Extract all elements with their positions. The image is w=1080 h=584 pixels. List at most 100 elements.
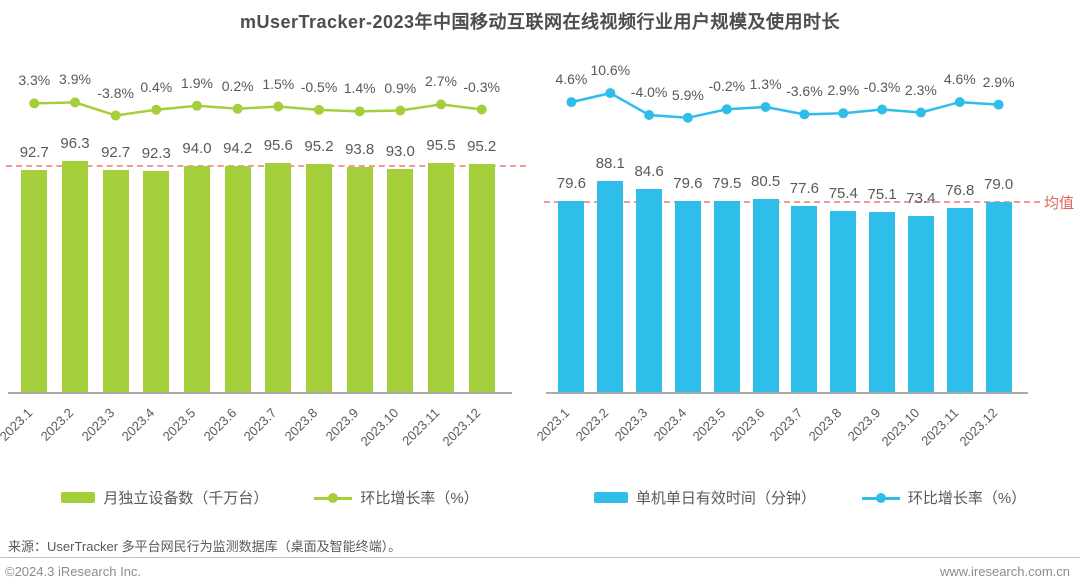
line-point xyxy=(70,97,80,108)
source-note: 来源：UserTracker 多平台网民行为监测数据库（桌面及智能终端）。 xyxy=(8,539,402,554)
legend-row: 月独立设备数（千万台） 环比增长率（%） 单机单日有效时间（分钟） 环 xyxy=(0,487,1080,508)
usage-time-chart: 均值 79.6 2023.1 88.1 2023.2 84.6 2023.3 79.6 2023… xyxy=(534,48,1074,468)
bar-value-label: 92.7 xyxy=(101,143,131,161)
growth-rate-label: 1.5% xyxy=(262,75,295,92)
line-point xyxy=(151,104,162,115)
bar xyxy=(674,201,701,392)
growth-rate-label: 4.6% xyxy=(943,71,976,88)
bar-value-label: 95.2 xyxy=(467,137,497,155)
bar-value-label: 84.6 xyxy=(634,163,664,180)
growth-rate-label: 1.3% xyxy=(749,76,782,92)
bar xyxy=(558,201,585,392)
bar-value-label: 77.6 xyxy=(789,179,819,197)
growth-rate-line xyxy=(566,88,1004,123)
line-point xyxy=(721,104,732,115)
bar xyxy=(946,207,973,392)
bar-value-label: 79.0 xyxy=(983,176,1014,194)
growth-rate-label: 4.6% xyxy=(555,71,588,88)
bar-value-label: 95.5 xyxy=(426,136,456,154)
growth-rate-label: 2.9% xyxy=(827,82,860,99)
line-point xyxy=(232,103,243,114)
line-point xyxy=(954,97,965,108)
bar xyxy=(21,169,48,392)
bar xyxy=(224,165,251,392)
growth-rate-label: -0.5% xyxy=(300,78,338,95)
growth-rate-label: 10.6% xyxy=(590,62,631,79)
line-swatch-icon xyxy=(314,492,353,504)
bar-value-label: 80.5 xyxy=(750,172,781,190)
legend-bar-label: 单机单日有效时间（分钟） xyxy=(635,490,816,507)
line-point xyxy=(314,104,324,115)
line-point xyxy=(799,109,810,120)
growth-rate-label: 2.9% xyxy=(982,73,1015,90)
copyright-text: ©2024.3 iResearch Inc. xyxy=(5,564,142,579)
growth-rate-label: 0.9% xyxy=(384,79,417,96)
growth-rate-label: 1.9% xyxy=(181,74,213,91)
growth-rate-label: 2.3% xyxy=(904,81,937,98)
bar xyxy=(62,160,88,392)
bar xyxy=(143,170,170,392)
legend-item-bar: 单机单日有效时间（分钟） xyxy=(593,487,816,508)
line-point xyxy=(476,104,487,115)
bar xyxy=(869,211,896,392)
growth-rate-label: -0.2% xyxy=(708,78,746,95)
growth-rate-label: -4.0% xyxy=(630,84,668,100)
bar-value-label: 76.8 xyxy=(945,181,975,199)
device-scale-chart: 92.7 2023.1 96.3 2023.2 92.7 2023.3 92.3 2023.4… xyxy=(0,48,526,468)
growth-rate-label: 5.9% xyxy=(671,86,704,103)
line-point xyxy=(644,110,655,120)
bar xyxy=(184,166,210,392)
website-link[interactable]: www.iresearch.com.cn xyxy=(939,564,1070,579)
bar-value-label: 73.4 xyxy=(906,189,936,207)
x-axis-line xyxy=(8,392,512,394)
legend-item-line: 环比增长率（%） xyxy=(861,487,1027,508)
bar-swatch-icon xyxy=(61,492,96,503)
bar xyxy=(428,162,454,392)
bar-value-label: 88.1 xyxy=(595,154,625,172)
x-axis-line xyxy=(546,392,1028,394)
growth-rate-label: 3.3% xyxy=(18,72,51,89)
line-point xyxy=(760,102,771,112)
legend-bar-label: 月独立设备数（千万台） xyxy=(103,490,269,507)
bar xyxy=(346,166,373,392)
line-point xyxy=(915,107,926,118)
legend-line-label: 环比增长率（%） xyxy=(907,490,1027,507)
bar xyxy=(265,162,292,392)
chart-title: mUserTracker-2023年中国移动互联网在线视频行业用户规模及使用时长 xyxy=(239,12,841,32)
line-point xyxy=(395,105,406,116)
bar xyxy=(468,163,495,392)
bar-value-label: 96.3 xyxy=(60,134,90,152)
line-point xyxy=(192,100,202,111)
bar xyxy=(791,205,818,392)
bar xyxy=(387,168,414,392)
line-point xyxy=(273,101,284,112)
bar-swatch-icon xyxy=(593,492,628,503)
bar xyxy=(636,189,663,392)
bar xyxy=(830,211,857,392)
growth-rate-label: -3.8% xyxy=(97,84,134,101)
bar-value-label: 93.0 xyxy=(385,142,415,160)
line-point xyxy=(566,97,577,108)
bar-value-label: 94.2 xyxy=(223,139,253,157)
bar xyxy=(597,180,624,392)
bar-value-label: 95.6 xyxy=(263,136,293,154)
line-point xyxy=(605,88,616,99)
growth-rate-label: -0.3% xyxy=(863,78,901,95)
bar xyxy=(306,163,332,392)
growth-rate-label: -0.3% xyxy=(463,78,500,95)
bar-value-label: 79.5 xyxy=(712,175,742,193)
growth-rate-label: 0.2% xyxy=(221,77,254,94)
legend-item-bar: 月独立设备数（千万台） xyxy=(61,487,268,508)
line-point xyxy=(993,99,1004,110)
growth-rate-label: 0.4% xyxy=(140,78,173,95)
bar-value-label: 79.6 xyxy=(673,175,703,192)
line-point xyxy=(682,112,693,123)
bar-value-label: 75.1 xyxy=(867,185,897,203)
bar xyxy=(713,201,740,392)
line-swatch-icon xyxy=(861,492,900,504)
bar-value-label: 92.3 xyxy=(141,144,171,162)
bar-value-label: 93.8 xyxy=(345,140,375,158)
legend-line-label: 环比增长率（%） xyxy=(360,490,479,507)
growth-rate-label: 1.4% xyxy=(343,80,376,97)
growth-rate-label: 3.9% xyxy=(59,71,91,88)
